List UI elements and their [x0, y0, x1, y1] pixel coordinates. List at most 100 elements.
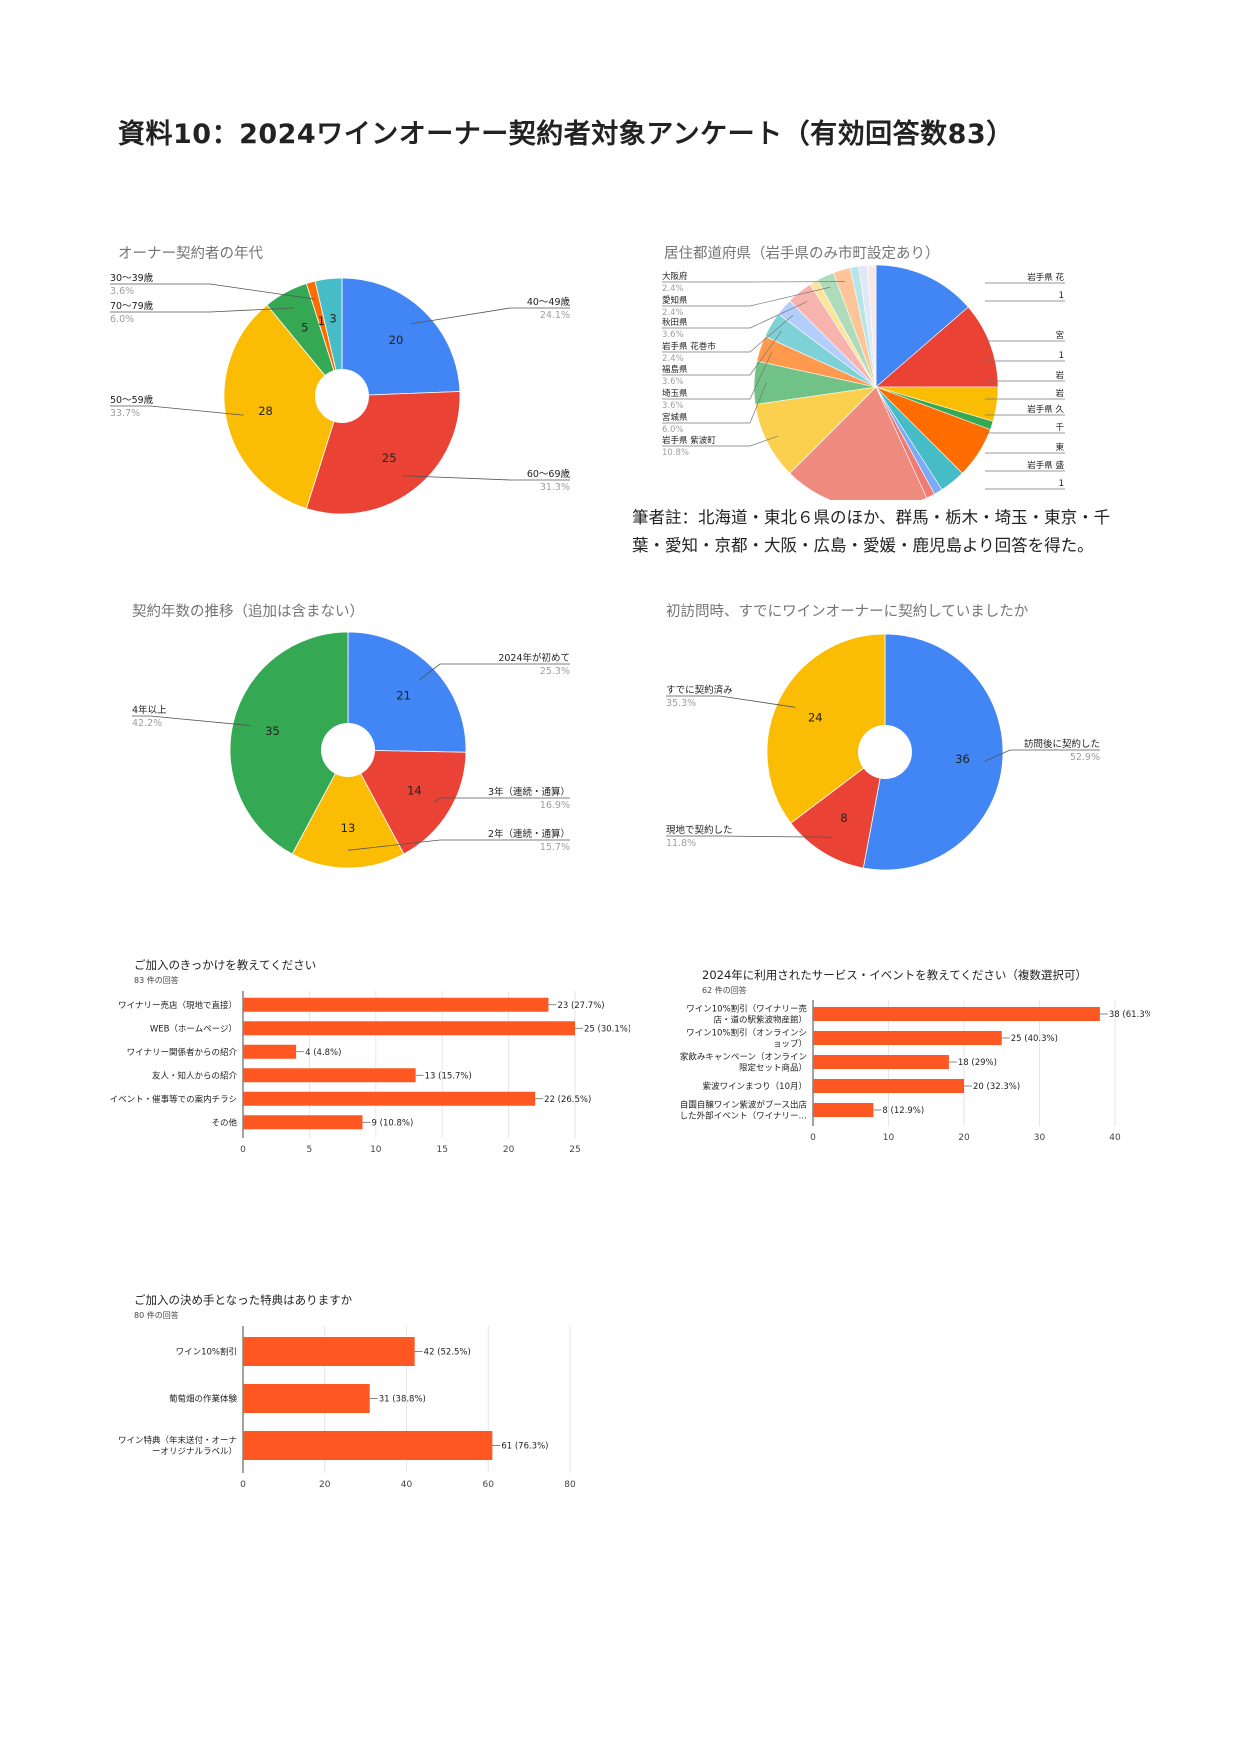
data-label: 8 (12.9%) — [882, 1106, 924, 1116]
x-tick-label: 10 — [883, 1133, 895, 1143]
data-label: 22 (26.5%) — [544, 1095, 591, 1105]
x-tick-label: 10 — [370, 1145, 382, 1155]
slice-percent-label: 11.8% — [666, 838, 696, 849]
slice-value-label: 3 — [329, 312, 336, 326]
leader-line — [666, 835, 833, 838]
leader-line — [419, 663, 570, 681]
pie-slice — [347, 631, 467, 753]
slice-value-label: 35 — [265, 724, 280, 738]
slice-category-label: 宮 — [1055, 330, 1064, 341]
bar — [813, 1103, 874, 1117]
slice-value-label: 25 — [382, 451, 397, 465]
leader-line — [662, 330, 782, 376]
slice-category-label: 4年以上 — [132, 704, 167, 716]
data-label: 20 (32.3%) — [973, 1082, 1020, 1092]
slice-category-label: 1 — [1059, 479, 1064, 489]
data-label: 38 (61.3%) — [1109, 1010, 1150, 1020]
category-label: ワイナリー売店（現地で直接） — [118, 1000, 237, 1011]
slice-percent-label: 3.6% — [662, 330, 684, 340]
slice-category-label: 福島県 — [662, 364, 688, 375]
data-label: 13 (15.7%) — [425, 1071, 472, 1081]
slice-percent-label: 6.0% — [662, 425, 684, 435]
bar — [243, 1068, 416, 1083]
slice-value-label: 20 — [389, 333, 404, 347]
slice-percent-label: 33.7% — [110, 408, 140, 419]
slice-category-label: 現地で契約した — [666, 824, 733, 836]
slice-percent-label: 3.6% — [110, 286, 134, 297]
deciding-benefit-bar-chart: ご加入の決め手となった特典はありますか 80 件の回答 0 20 40 60 80 ワイン10… — [118, 1293, 576, 1490]
slice-percent-label: 2.4% — [662, 284, 684, 294]
slice-value-label: 21 — [396, 688, 411, 702]
x-tick-label: 80 — [564, 1480, 576, 1490]
donut-hole — [321, 723, 375, 777]
pie-slice — [347, 749, 467, 855]
slice-value-label: 28 — [258, 404, 273, 418]
slice-category-label: 3年（連続・通算） — [488, 786, 570, 798]
data-label: 23 (27.7%) — [557, 1001, 604, 1011]
slice-category-label: 東 — [1055, 442, 1064, 453]
slice-category-label: 60～69歳 — [527, 468, 571, 480]
x-tick-label: 20 — [503, 1145, 515, 1155]
first-visit-pie-chart: 初訪問時、すでにワインオーナーに契約していましたか 36 訪問後に契約した 52.9%… — [666, 603, 1100, 871]
pie-slice — [754, 386, 877, 474]
pie-slice — [291, 749, 405, 869]
leader-line — [411, 307, 570, 325]
pie-slice — [766, 633, 886, 824]
slice-percent-label: 42.2% — [132, 718, 162, 729]
data-label: 18 (29%) — [958, 1058, 997, 1068]
slice-category-label: 岩 — [1055, 388, 1064, 399]
leader-line — [110, 405, 244, 416]
data-label: 9 (10.8%) — [372, 1118, 414, 1128]
x-tick-label: 40 — [401, 1480, 413, 1490]
slice-percent-label: 52.9% — [1070, 752, 1100, 763]
leader-line — [662, 435, 778, 447]
category-label: 限定セット商品） — [739, 1063, 807, 1074]
bar — [243, 997, 549, 1012]
slice-percent-label: 6.0% — [110, 314, 134, 325]
slice-value-label: 5 — [301, 321, 308, 335]
bar — [813, 1079, 964, 1093]
category-label: ョップ） — [773, 1039, 807, 1050]
slice-value-label: 24 — [808, 710, 823, 724]
leader-line — [662, 352, 773, 400]
donut-hole — [858, 725, 912, 779]
slice-percent-label: 25.3% — [540, 666, 570, 677]
chart-title: オーナー契約者の年代 — [118, 245, 263, 262]
bar — [243, 1091, 536, 1106]
leader-line — [110, 307, 295, 313]
slice-category-label: 大阪府 — [662, 271, 688, 282]
age-pie-chart: オーナー契約者の年代 20 40～49歳 24.1% 25 60～69歳 31.3% 28 50… — [110, 245, 571, 515]
category-label: 友人・知人からの紹介 — [152, 1070, 238, 1081]
pie-slice — [341, 277, 461, 397]
leader-line — [662, 382, 767, 424]
slice-category-label: 岩手県 紫波町 — [662, 435, 716, 446]
data-label: 4 (4.8%) — [305, 1048, 341, 1058]
chart-title: 2024年に利用されたサービス・イベントを教えてください（複数選択可） — [702, 968, 1087, 982]
slice-category-label: 2024年が初めて — [498, 652, 570, 664]
bar — [243, 1115, 363, 1130]
x-tick-label: 20 — [958, 1133, 970, 1143]
x-tick-label: 60 — [483, 1480, 495, 1490]
leader-line — [666, 695, 796, 708]
pie-slice — [789, 386, 928, 500]
bar — [243, 1384, 370, 1413]
pie-slice — [866, 264, 877, 388]
slice-category-label: 1 — [1059, 351, 1064, 361]
slice-percent-label: 31.3% — [540, 482, 570, 493]
pie-slice — [790, 751, 886, 869]
x-tick-label: 40 — [1109, 1133, 1121, 1143]
slice-percent-label: 3.6% — [662, 401, 684, 411]
slice-category-label: すでに契約済み — [666, 684, 733, 696]
leader-line — [347, 839, 570, 851]
slice-category-label: 岩 — [1055, 370, 1064, 381]
x-tick-label: 5 — [307, 1145, 313, 1155]
data-label: 25 (30.1%) — [584, 1024, 630, 1034]
slice-category-label: 訪問後に契約した — [1024, 738, 1100, 750]
author-note: 筆者註：北海道・東北６県のほか、群馬・栃木・埼玉・東京・千葉・愛知・京都・大阪・… — [632, 508, 1111, 555]
leader-line — [984, 749, 1100, 762]
x-tick-label: 25 — [569, 1145, 580, 1155]
category-label: 自園自醸ワイン紫波がブース出店 — [680, 1100, 807, 1111]
x-tick-label: 30 — [1034, 1133, 1046, 1143]
slice-value-label: 14 — [407, 784, 422, 798]
leader-line — [662, 286, 831, 307]
